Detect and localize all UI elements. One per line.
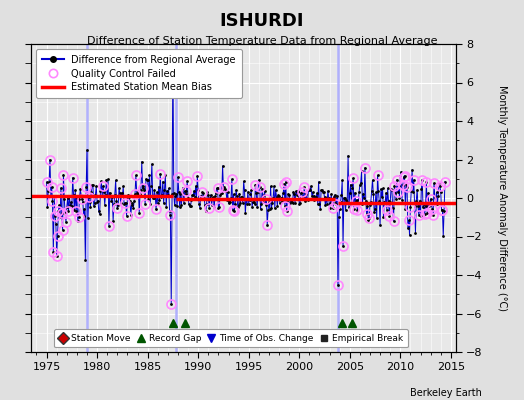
Text: ISHURDI: ISHURDI [220,12,304,30]
Text: Berkeley Earth: Berkeley Earth [410,388,482,398]
Y-axis label: Monthly Temperature Anomaly Difference (°C): Monthly Temperature Anomaly Difference (… [497,85,507,311]
Text: Difference of Station Temperature Data from Regional Average: Difference of Station Temperature Data f… [87,36,437,46]
Legend: Station Move, Record Gap, Time of Obs. Change, Empirical Break: Station Move, Record Gap, Time of Obs. C… [54,330,408,348]
